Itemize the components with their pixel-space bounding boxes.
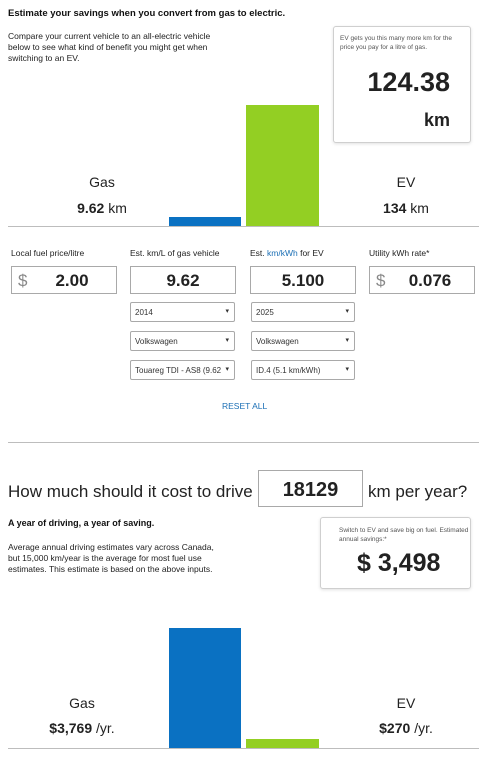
annual-savings-note: Switch to EV and save big on fuel. Estim… — [339, 527, 469, 543]
ev-efficiency-input[interactable]: 5.100 — [250, 266, 356, 294]
year-section-title: A year of driving, a year of saving. — [8, 518, 155, 528]
chevron-down-icon: ▾ — [345, 337, 349, 344]
ev-model-value: ID.4 (5.1 km/kWh) — [256, 366, 321, 375]
page-title: Estimate your savings when you convert f… — [8, 8, 286, 19]
ev-cost-unit: /yr. — [414, 720, 433, 736]
gas-distance-value: 9.62 km — [52, 200, 152, 216]
gas-year-select[interactable]: 2014 ▾ — [130, 302, 235, 322]
gas-efficiency-input[interactable]: 9.62 — [130, 266, 236, 294]
gas-distance-label: Gas — [89, 174, 115, 190]
km-kwh-link[interactable]: km/kWh — [267, 248, 298, 258]
ev-cost-bar — [246, 739, 319, 748]
gas-distance-bar — [169, 217, 241, 226]
gas-make-value: Volkswagen — [135, 337, 178, 346]
annual-savings-amount: $ 3,498 — [357, 549, 441, 577]
ev-distance-value: 134 km — [356, 200, 456, 216]
gas-distance-unit: km — [108, 200, 127, 216]
chevron-down-icon: ▾ — [225, 337, 229, 344]
fuel-price-label: Local fuel price/litre — [11, 248, 85, 258]
year-section-text: Average annual driving estimates vary ac… — [8, 542, 214, 574]
ev-year-select[interactable]: 2025 ▾ — [251, 302, 355, 322]
ev-cost-number: $270 — [379, 720, 411, 736]
ev-cost-label: EV — [396, 695, 416, 711]
ev-make-select[interactable]: Volkswagen ▾ — [251, 331, 355, 351]
reset-all-link[interactable]: RESET ALL — [222, 401, 268, 411]
gas-cost-bar — [169, 628, 241, 748]
extra-km-unit: km — [423, 110, 450, 130]
ev-cost-value: $270 /yr. — [346, 720, 466, 736]
chevron-down-icon: ▾ — [225, 366, 229, 373]
extra-km-note: EV gets you this many more km for the pr… — [340, 35, 452, 51]
intro-text: Compare your current vehicle to an all-e… — [8, 31, 211, 63]
gas-efficiency-value: 9.62 — [166, 271, 200, 290]
annual-km-value: 18129 — [282, 479, 339, 501]
gas-cost-label: Gas — [69, 695, 95, 711]
ev-efficiency-label: Est. km/kWh for EV — [250, 248, 324, 258]
ev-make-value: Volkswagen — [256, 337, 299, 346]
gas-model-select[interactable]: Touareg TDI - AS8 (9.62 ▾ — [130, 360, 235, 380]
ev-year-value: 2025 — [256, 308, 274, 317]
ev-distance-label: EV — [396, 174, 416, 190]
annual-savings-card: Switch to EV and save big on fuel. Estim… — [320, 517, 471, 589]
gas-cost-number: $3,769 — [49, 720, 93, 736]
ev-model-select[interactable]: ID.4 (5.1 km/kWh) ▾ — [251, 360, 355, 380]
utility-rate-input[interactable]: $ 0.076 — [369, 266, 475, 294]
chevron-down-icon: ▾ — [345, 366, 349, 373]
gas-distance-number: 9.62 — [77, 200, 105, 216]
ev-efficiency-label-pre: Est. — [250, 248, 268, 258]
cost-baseline-divider — [8, 748, 479, 749]
drive-question-prefix: How much should it cost to drive — [8, 482, 253, 501]
gas-model-value: Touareg TDI - AS8 (9.62 — [135, 366, 222, 375]
dollar-sign: $ — [376, 271, 386, 290]
section-divider — [8, 442, 479, 443]
ev-efficiency-label-post: for EV — [297, 248, 324, 258]
gas-make-select[interactable]: Volkswagen ▾ — [130, 331, 235, 351]
ev-distance-number: 134 — [383, 200, 407, 216]
utility-rate-label: Utility kWh rate* — [369, 248, 430, 258]
chevron-down-icon: ▾ — [225, 308, 229, 315]
annual-km-input[interactable]: 18129 — [258, 470, 363, 507]
gas-cost-value: $3,769 /yr. — [22, 720, 142, 736]
gas-year-value: 2014 — [135, 308, 153, 317]
ev-distance-bar — [246, 105, 319, 226]
extra-km-value: 124.38 — [367, 67, 450, 97]
gas-cost-unit: /yr. — [96, 720, 115, 736]
chevron-down-icon: ▾ — [345, 308, 349, 315]
ev-efficiency-value: 5.100 — [281, 271, 325, 290]
fuel-price-input[interactable]: $ 2.00 — [11, 266, 117, 294]
fuel-price-value: 2.00 — [55, 271, 89, 290]
gas-efficiency-label: Est. km/L of gas vehicle — [130, 248, 220, 258]
chart-baseline-divider — [8, 226, 479, 227]
ev-distance-unit: km — [410, 200, 429, 216]
dollar-sign: $ — [18, 271, 28, 290]
utility-rate-value: 0.076 — [408, 271, 452, 290]
drive-question-suffix: km per year? — [368, 482, 468, 501]
extra-km-card: EV gets you this many more km for the pr… — [333, 26, 471, 143]
